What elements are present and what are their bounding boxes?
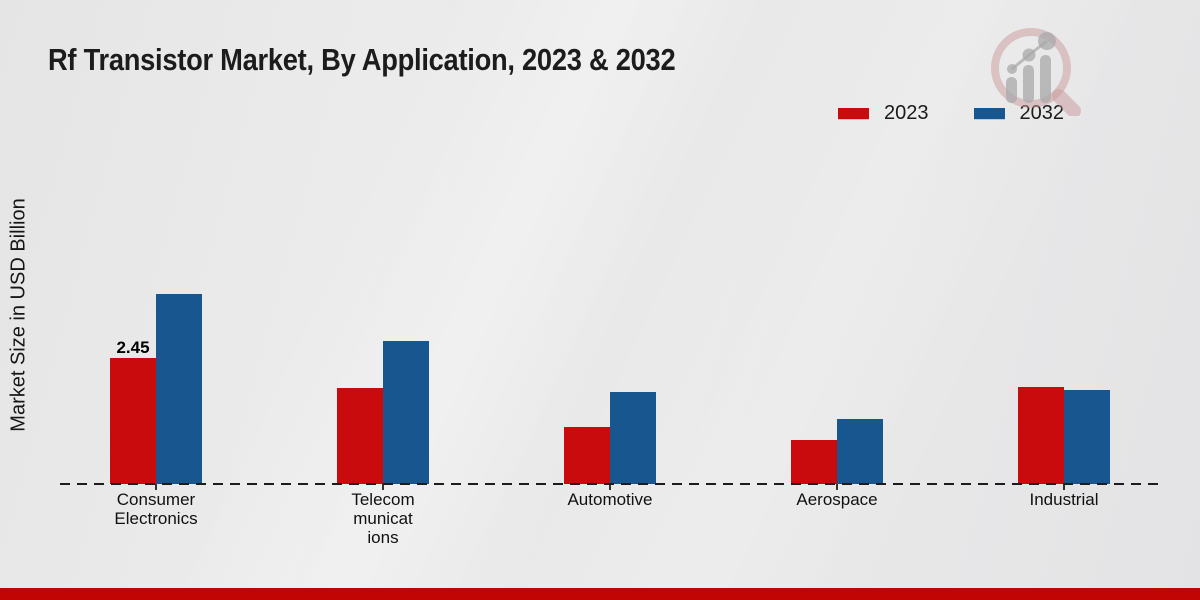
x-axis-baseline xyxy=(60,483,1158,485)
bar-2023-aerospace xyxy=(791,440,837,484)
legend-swatch-2032 xyxy=(973,107,1005,120)
bar-2032-aerospace xyxy=(837,419,883,484)
legend-label-2023: 2023 xyxy=(884,102,929,124)
x-axis-tick-automotive xyxy=(609,484,611,490)
category-label-aerospace: Aerospace xyxy=(796,490,878,509)
bar-2023-consumer-electronics xyxy=(110,358,156,484)
legend-swatch-2023 xyxy=(838,107,869,120)
category-label-industrial: Industrial xyxy=(1029,490,1099,509)
magnifier-bar-chart-logo-icon xyxy=(991,28,1081,116)
bar-2023-automotive xyxy=(564,427,610,484)
footer-band xyxy=(0,588,1200,600)
category-label-automotive: Automotive xyxy=(567,490,653,509)
x-axis-tick-aerospace xyxy=(836,484,838,490)
category-label-telecommunications: Telecom municat ions xyxy=(351,490,415,547)
bar-2032-consumer-electronics xyxy=(156,294,202,484)
bar-2032-automotive xyxy=(610,392,656,484)
bar-2023-telecommunications xyxy=(337,388,383,484)
x-axis-tick-telecommunications xyxy=(382,484,384,490)
bar-2032-telecommunications xyxy=(383,341,429,484)
x-axis-tick-consumer-electronics xyxy=(155,484,157,490)
bar-2032-industrial xyxy=(1064,390,1110,484)
category-label-consumer-electronics: Consumer Electronics xyxy=(114,490,198,528)
x-axis-tick-industrial xyxy=(1063,484,1065,490)
bar-value-annotation: 2.45 xyxy=(116,338,150,357)
chart-title: Rf Transistor Market, By Application, 20… xyxy=(48,42,676,77)
bar-2023-industrial xyxy=(1018,387,1064,484)
legend-item-2023: 2023 xyxy=(838,102,929,125)
y-axis-label: Market Size in USD Billion xyxy=(7,198,30,432)
